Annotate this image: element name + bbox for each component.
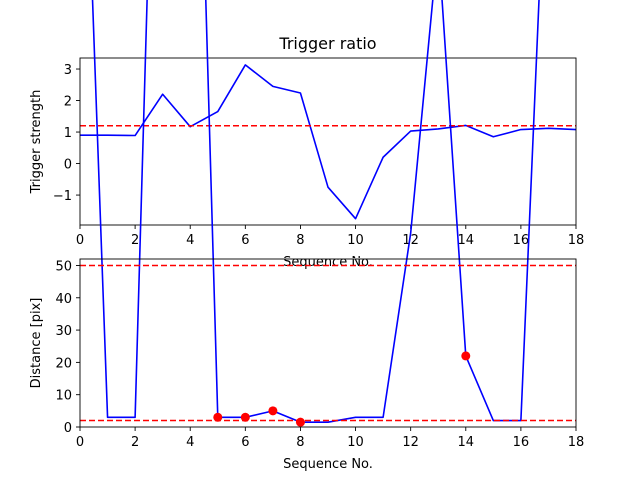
plot2-y-tick-label: 10 <box>55 389 72 404</box>
plot1-y-tick-label: 1 <box>64 126 72 141</box>
plot1-x-axis-label: Sequence No. <box>283 255 373 270</box>
plot2-x-tick-label: 6 <box>241 435 249 450</box>
plot1-y-tick-label: 2 <box>64 95 72 110</box>
plot2-marker-3 <box>268 406 278 416</box>
plot1-y-axis-label: Trigger strength <box>29 90 44 195</box>
plot1-x-tick-label: 6 <box>241 233 249 248</box>
plot2-series-line-1 <box>91 0 540 423</box>
plot2-x-tick-label: 18 <box>568 435 585 450</box>
plot2-y-tick-label: 30 <box>55 324 72 339</box>
plot2-y-tick-label: 50 <box>55 259 72 274</box>
plot2-x-tick-label: 4 <box>186 435 194 450</box>
plot2-x-tick-label: 16 <box>513 435 530 450</box>
plot2-axes-frame <box>79 258 577 428</box>
plot1-chart-title: Trigger ratio <box>278 34 376 53</box>
plot2-y-axis-label: Distance [pix] <box>29 298 44 389</box>
plot1-x-tick-label: 18 <box>568 233 585 248</box>
plot2-marker-4 <box>295 417 305 427</box>
plot2-y-tick-label: 20 <box>55 356 72 371</box>
plot2-y-tick-label: 40 <box>55 292 72 307</box>
plot1-data-area <box>80 64 576 220</box>
plot1-x-tick-label: 2 <box>131 233 139 248</box>
plot2-x-tick-label: 14 <box>458 435 475 450</box>
plot1-x-tick-label: 16 <box>513 233 530 248</box>
plot1-y-tick-label: −1 <box>53 189 72 204</box>
plot2-x-axis-label: Sequence No. <box>283 457 373 472</box>
plot1-series-line-1 <box>80 64 576 220</box>
plot1-y-tick-label: 0 <box>64 158 72 173</box>
plot1-y-tick-label: 3 <box>64 63 72 78</box>
plot2-marker-1 <box>213 412 223 422</box>
plot1-x-tick-label: 0 <box>76 233 84 248</box>
plot2-x-tick-label: 10 <box>347 435 364 450</box>
plot1-x-tick-label: 10 <box>347 233 364 248</box>
plot2-marker-5 <box>461 351 471 361</box>
plot1-x-tick-label: 8 <box>296 233 304 248</box>
plot2-x-tick-label: 8 <box>296 435 304 450</box>
plot1-x-tick-label: 12 <box>402 233 419 248</box>
plot2-x-tick-label: 12 <box>402 435 419 450</box>
plot1-x-tick-label: 14 <box>458 233 475 248</box>
plot2-y-tick-label: 0 <box>64 421 72 436</box>
plot1-x-tick-label: 4 <box>186 233 194 248</box>
plot1-axes-frame <box>79 57 577 226</box>
plot2-x-tick-label: 2 <box>131 435 139 450</box>
plot2-marker-2 <box>240 412 250 422</box>
plot2-x-tick-label: 0 <box>76 435 84 450</box>
